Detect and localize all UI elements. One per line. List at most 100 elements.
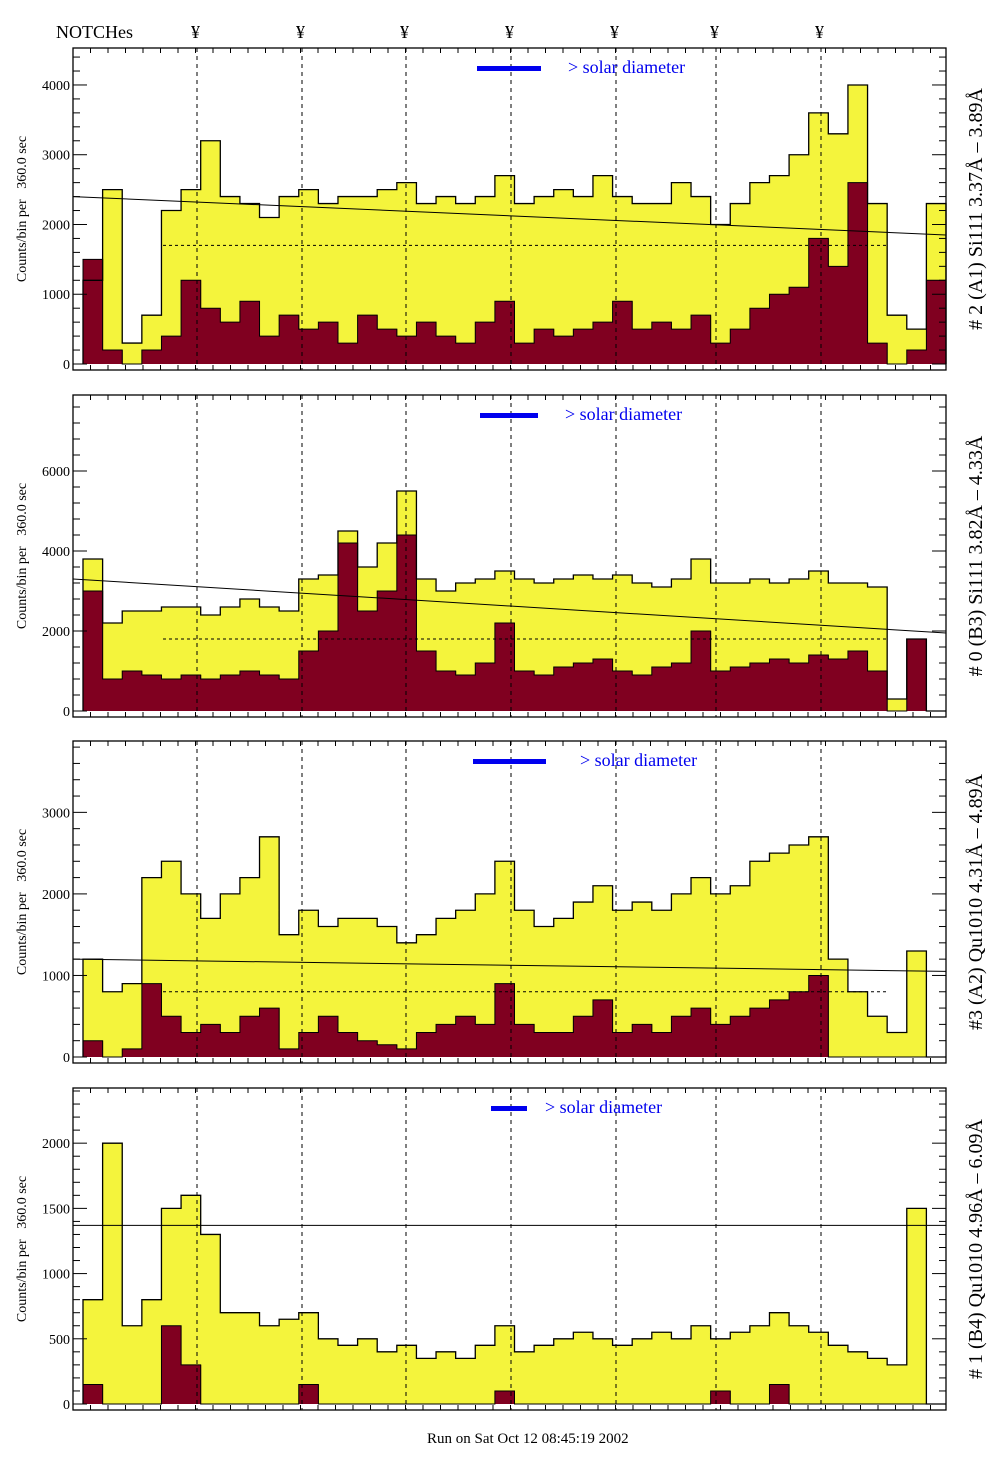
subset-bar [161, 679, 182, 711]
subset-bar [808, 238, 829, 364]
panel-0: 0 1000 2000 3000 4000 Counts/bin per 360.0 se… [15, 47, 987, 373]
subset-bar [337, 1032, 359, 1057]
total-bar [651, 910, 672, 1057]
total-bar [259, 217, 280, 364]
subset-bar [730, 1016, 751, 1057]
y-tick-label: 4000 [42, 545, 70, 560]
total-bar [436, 1351, 457, 1404]
subset-bar [612, 671, 633, 711]
total-bar [906, 1208, 927, 1404]
subset-bar [298, 651, 319, 711]
y-tick-label: 2000 [42, 218, 70, 233]
subset-bar [514, 343, 535, 364]
subset-bar [181, 280, 202, 364]
notch-marker: ¥ [710, 22, 719, 42]
total-bar [396, 942, 417, 1057]
subset-bar [239, 301, 261, 364]
total-bar [220, 1312, 241, 1404]
notches-label: NOTCHes [56, 22, 133, 42]
subset-bar [553, 336, 574, 364]
total-bar [298, 1312, 319, 1404]
total-bar [161, 210, 182, 364]
total-bar [887, 1032, 908, 1057]
subset-bar [279, 679, 300, 711]
subset-bar [298, 1384, 319, 1404]
subset-bar [83, 1040, 104, 1057]
subset-bar [769, 1384, 790, 1404]
subset-bar [83, 1384, 104, 1404]
total-bar [279, 934, 300, 1057]
subset-bar [220, 1032, 241, 1057]
subset-bar [710, 671, 731, 711]
subset-bar [651, 1032, 672, 1057]
legend-swatch [480, 413, 538, 418]
subset-bar [847, 182, 869, 364]
subset-bar [416, 651, 437, 711]
y-axis-label: Counts/bin per 360.0 sec [15, 829, 30, 975]
subset-bar [906, 350, 927, 364]
total-bar [553, 918, 574, 1057]
subset-bar [298, 1032, 319, 1057]
total-bar [573, 196, 594, 364]
total-bar [181, 1195, 202, 1404]
subset-bar [102, 679, 123, 711]
subset-bar [475, 322, 496, 364]
subset-bar [651, 667, 672, 711]
total-bar [553, 1338, 574, 1404]
legend-label: > solar diameter [545, 1097, 662, 1117]
total-bar [730, 1332, 751, 1404]
notch-marker: ¥ [400, 22, 409, 42]
total-bar [200, 918, 221, 1057]
total-bar [122, 1325, 143, 1404]
total-bar [887, 1364, 908, 1404]
subset-bar [436, 336, 457, 364]
subset-bar [514, 1024, 535, 1057]
total-bar [102, 189, 123, 364]
total-bar [730, 203, 751, 364]
subset-bar [534, 1032, 555, 1057]
subset-bar [357, 611, 378, 711]
y-tick-label: 2000 [42, 1137, 70, 1152]
subset-bar [181, 1032, 202, 1057]
subset-bar [847, 651, 869, 711]
panel-title: #3 (A2) Qu1010 4.31Å – 4.89Å [965, 773, 987, 1030]
total-bar [436, 196, 457, 364]
subset-bar [710, 1024, 731, 1057]
subset-bar [592, 322, 614, 364]
subset-bar [632, 329, 653, 364]
subset-bar [357, 315, 378, 364]
subset-bar [494, 301, 515, 364]
subset-bar [769, 999, 790, 1057]
total-bar [769, 1312, 790, 1404]
subset-bar [181, 1364, 202, 1404]
subset-outline [82, 974, 946, 1058]
total-bar [377, 189, 398, 364]
subset-bar [455, 1016, 476, 1057]
y-tick-label: 3000 [42, 806, 70, 821]
total-bar [396, 182, 417, 364]
total-bar [239, 1312, 261, 1404]
subset-bar [436, 1024, 457, 1057]
subset-bar [808, 655, 829, 711]
total-bar [534, 1345, 555, 1404]
total-bar [102, 991, 123, 1057]
total-bar [416, 1358, 437, 1404]
subset-bar [318, 322, 339, 364]
total-bar [651, 1332, 672, 1404]
subset-bar [396, 535, 417, 711]
subset-bar [867, 343, 888, 364]
subset-bar [318, 631, 339, 711]
subset-bar [181, 675, 202, 711]
subset-bar [122, 1048, 143, 1057]
legend-label: > solar diameter [580, 750, 697, 770]
subset-bar [200, 1024, 221, 1057]
subset-bar [926, 280, 947, 364]
total-bar [337, 196, 359, 364]
subset-bar [651, 322, 672, 364]
total-outline [82, 836, 946, 1058]
total-bar [83, 1299, 104, 1404]
subset-bar [494, 983, 515, 1057]
total-bar [514, 910, 535, 1057]
subset-bar [573, 329, 594, 364]
